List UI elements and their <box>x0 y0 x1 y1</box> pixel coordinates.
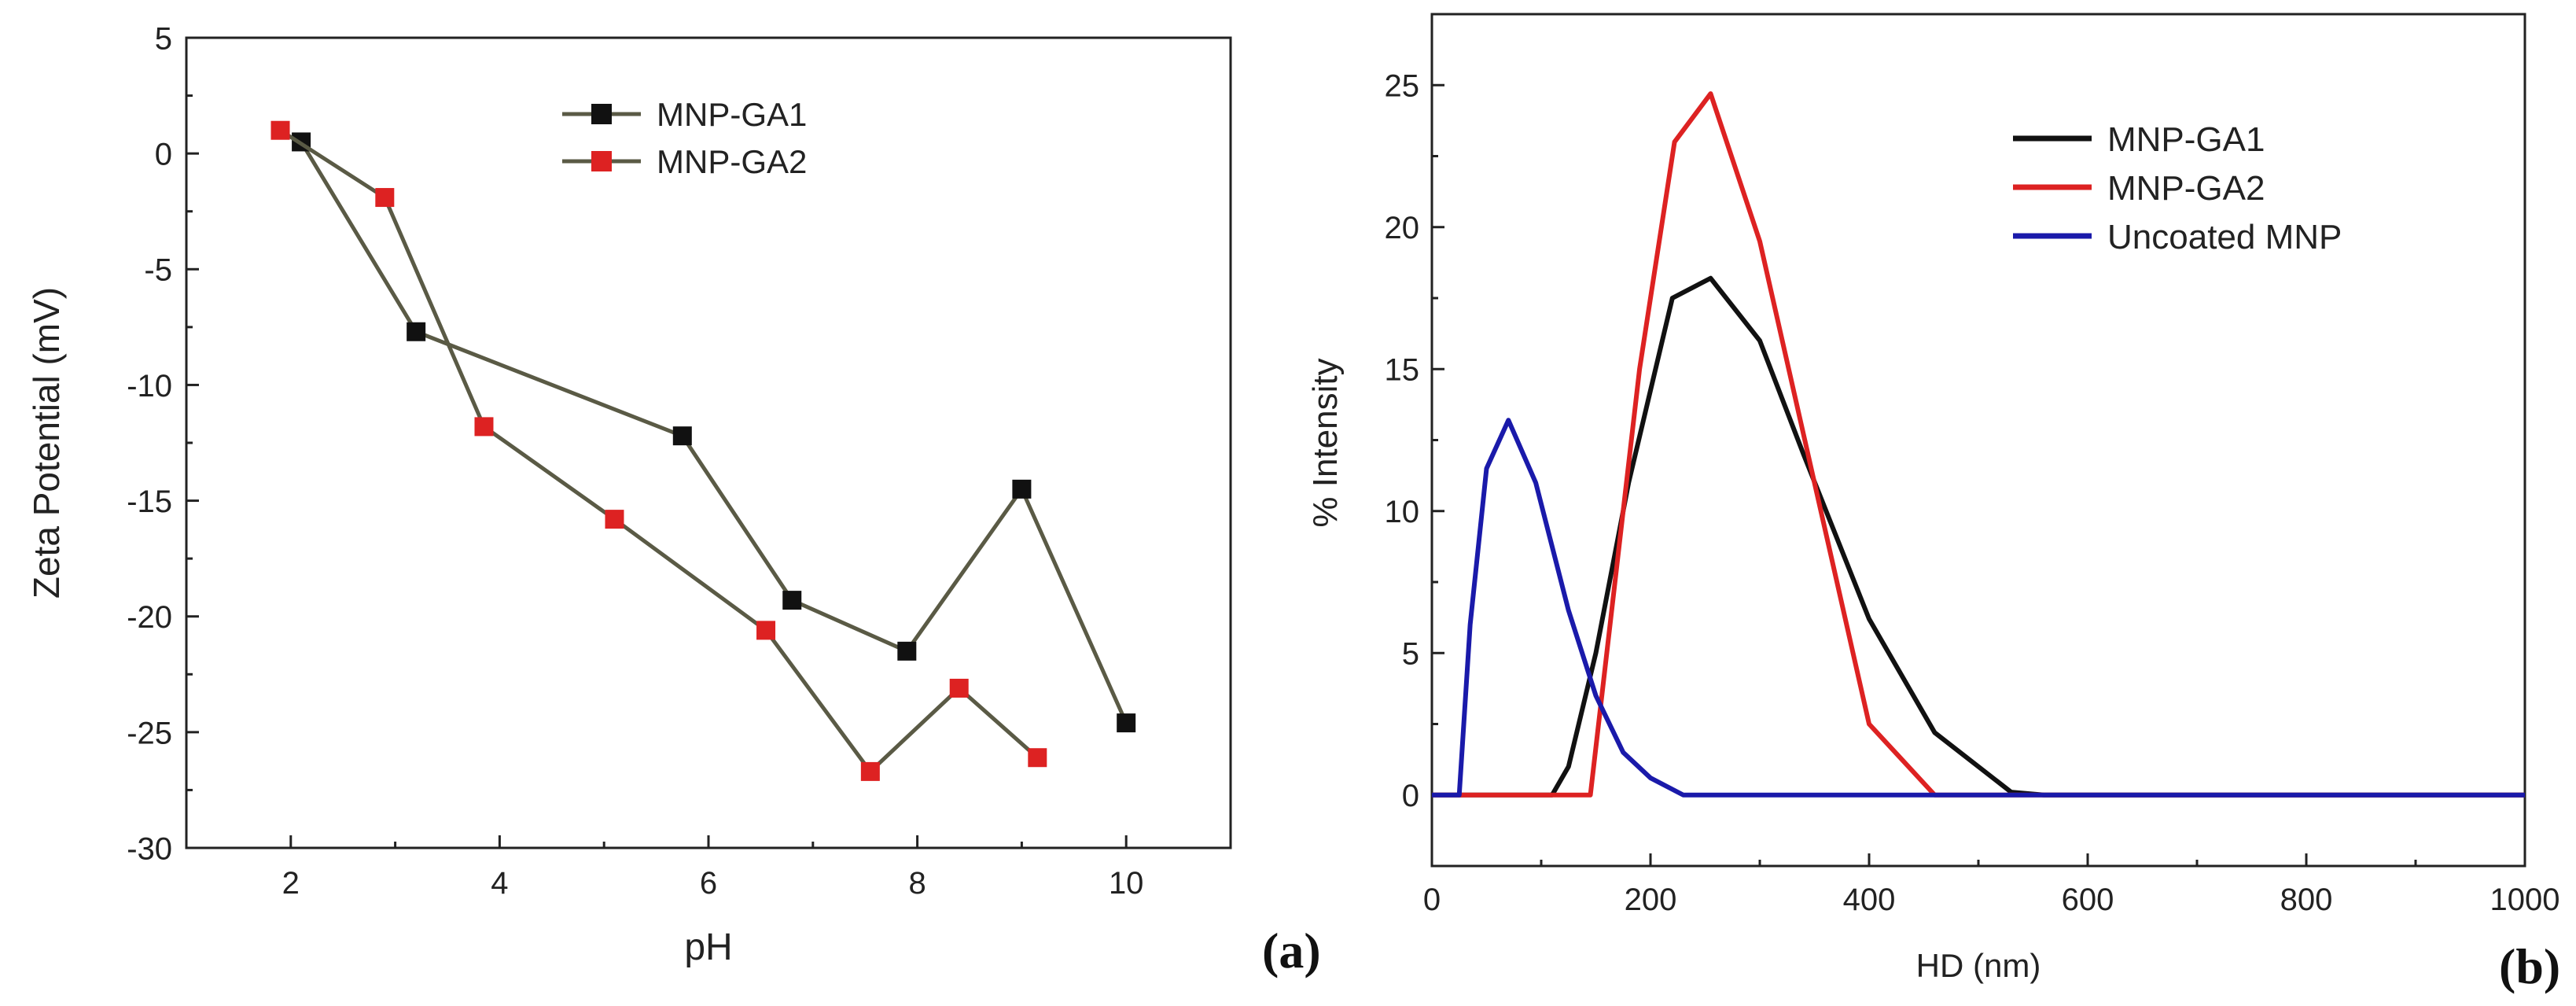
y-tick-label: -20 <box>127 600 172 635</box>
data-point-mnp-ga1 <box>782 591 802 610</box>
y-tick-label: -25 <box>127 716 172 750</box>
legend-label-mnp-ga2: MNP-GA2 <box>2107 169 2265 208</box>
series-layer <box>1432 91 2525 798</box>
y-tick-label: 20 <box>1385 211 1420 245</box>
data-point-mnp-ga2 <box>375 188 395 208</box>
y-tick-label: 5 <box>155 21 172 56</box>
series-line-mnp-ga2 <box>279 128 1039 774</box>
series-line-mnp-ga1 <box>299 141 1128 724</box>
y-tick-label: 0 <box>155 138 172 172</box>
data-point-mnp-ga1 <box>672 426 692 446</box>
data-point-mnp-ga2 <box>270 120 290 140</box>
x-tick-label: 400 <box>1843 883 1896 917</box>
y-tick-label: 10 <box>1385 495 1420 529</box>
data-point-mnp-ga1 <box>1012 479 1032 499</box>
x-tick-label: 10 <box>1109 866 1144 901</box>
series-line-mnp-ga1 <box>1432 275 2525 798</box>
data-point-mnp-ga1 <box>897 641 917 661</box>
x-tick-label: 1000 <box>2490 883 2560 917</box>
series-layer <box>270 120 1136 781</box>
x-tick-label: 4 <box>491 866 508 901</box>
legend-label-uncoated-mnp: Uncoated MNP <box>2107 218 2342 256</box>
legend: MNP-GA1 MNP-GA2 <box>562 96 807 180</box>
y-tick-label: -5 <box>144 253 172 288</box>
axis-ticks: 0 200 400 600 800 1000 0 5 10 15 20 25 <box>1385 69 2560 917</box>
legend-label-mnp-ga1: MNP-GA1 <box>2107 120 2265 159</box>
x-tick-label: 6 <box>700 866 717 901</box>
x-axis-label: HD (nm) <box>1916 947 2041 984</box>
y-tick-label: 5 <box>1402 637 1419 672</box>
axis-ticks: 2 4 6 8 10 -30 -25 -20 -15 -10 -5 0 5 <box>127 21 1143 901</box>
x-axis-label: pH <box>684 927 732 968</box>
data-point-mnp-ga2 <box>1028 748 1047 768</box>
x-tick-label: 600 <box>2062 883 2114 917</box>
data-point-mnp-ga2 <box>756 621 776 640</box>
data-point-mnp-ga2 <box>949 678 969 698</box>
legend-marker-mnp-ga1 <box>591 104 612 124</box>
panel-label-b: (b) <box>2499 938 2560 994</box>
legend: MNP-GA1 MNP-GA2 Uncoated MNP <box>2013 120 2342 256</box>
x-tick-label: 200 <box>1625 883 1677 917</box>
zeta-potential-chart: 2 4 6 8 10 -30 -25 -20 -15 -10 -5 0 5 Zeta Potential… <box>26 21 1321 978</box>
x-tick-label: 800 <box>2280 883 2333 917</box>
data-point-mnp-ga2 <box>474 417 494 437</box>
y-tick-label: -30 <box>127 831 172 866</box>
y-tick-label: -15 <box>127 485 172 519</box>
data-point-mnp-ga1 <box>1117 713 1136 733</box>
series-line-mnp-ga2 <box>1432 91 2525 798</box>
x-tick-label: 2 <box>282 866 300 901</box>
y-axis-label: Zeta Potential (mV) <box>26 287 67 599</box>
y-tick-label: -10 <box>127 369 172 404</box>
data-point-mnp-ga2 <box>605 510 624 529</box>
x-tick-label: 0 <box>1423 883 1441 917</box>
legend-marker-mnp-ga2 <box>591 151 612 171</box>
data-point-mnp-ga1 <box>407 322 426 341</box>
legend-label-mnp-ga2: MNP-GA2 <box>657 143 807 180</box>
y-tick-label: 15 <box>1385 353 1420 388</box>
y-axis-label: % Intensity <box>1306 358 1345 527</box>
panel-label-a: (a) <box>1262 923 1321 978</box>
legend-label-mnp-ga1: MNP-GA1 <box>657 96 807 133</box>
series-line-uncoated-mnp <box>1432 418 2525 798</box>
y-tick-label: 0 <box>1402 779 1419 813</box>
data-point-mnp-ga2 <box>860 761 880 781</box>
y-tick-label: 25 <box>1385 69 1420 104</box>
x-tick-label: 8 <box>908 866 926 901</box>
